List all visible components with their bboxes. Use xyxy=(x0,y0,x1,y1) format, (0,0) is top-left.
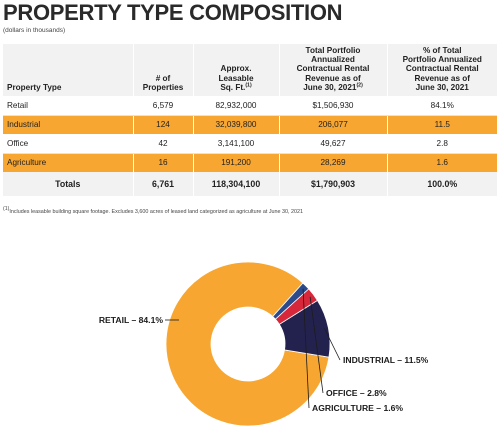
cell-pct: 2.8 xyxy=(387,134,497,154)
header-revenue-footnote-mark: (2) xyxy=(356,82,363,89)
donut-slices xyxy=(165,261,331,427)
table-row: Office 42 3,141,100 49,627 2.8 xyxy=(3,134,497,154)
slice-agriculture xyxy=(272,282,310,320)
cell-pct: 1.6 xyxy=(436,158,448,168)
header-sqft-footnote-mark: (1) xyxy=(245,82,252,89)
footnote-mark: (1) xyxy=(3,206,10,213)
cell-property-type: Retail xyxy=(3,96,134,116)
label-agriculture-leader xyxy=(302,288,310,409)
totals-sqft: 118,304,100 xyxy=(193,172,280,196)
header-num-properties: # of Properties xyxy=(133,44,194,96)
page-title: PROPERTY TYPE COMPOSITION xyxy=(3,0,343,25)
label-agriculture: AGRICULTURE – 1.6% xyxy=(312,403,403,413)
cell-revenue: 28,269 xyxy=(279,153,388,172)
label-industrial-leader xyxy=(324,328,341,361)
footnote-text: Includes leasable building square footag… xyxy=(9,209,304,215)
label-retail: RETAIL – 84.1% xyxy=(99,315,164,325)
cell-sqft: 82,932,000 xyxy=(193,96,280,116)
header-annualized-revenue: Total Portfolio Annualized Contractual Ren… xyxy=(279,44,388,96)
cell-property-type: Industrial xyxy=(3,115,134,134)
cell-revenue: $1,506,930 xyxy=(279,96,388,116)
cell-revenue: 49,627 xyxy=(279,134,388,154)
header-property-type: Property Type xyxy=(3,44,134,96)
cell-properties: 124 xyxy=(133,115,194,134)
cell-property-type: Agriculture xyxy=(3,153,134,172)
composition-table: Property Type # of Properties Approx. Leas… xyxy=(3,44,497,196)
label-office: OFFICE – 2.8% xyxy=(326,388,387,398)
table-row: Retail 6,579 82,932,000 $1,506,930 84.1% xyxy=(3,96,497,116)
label-industrial: INDUSTRIAL – 11.5% xyxy=(343,355,429,365)
cell-revenue: 206,077 xyxy=(279,115,388,134)
cell-properties: 16 xyxy=(133,153,194,172)
cell-property-type: Office xyxy=(3,134,134,154)
totals-label: Totals xyxy=(3,172,134,196)
cell-pct: 11.5 xyxy=(434,120,450,130)
footnote: (1)Includes leasable building square foo… xyxy=(3,206,304,215)
cell-sqft: 191,200 xyxy=(193,153,280,172)
table-row: Industrial 124 32,039,800 206,077 11.5 xyxy=(3,115,497,134)
slice-retail xyxy=(165,261,330,427)
cell-sqft: 32,039,800 xyxy=(193,115,280,134)
totals-properties: 6,761 xyxy=(133,172,194,196)
table-header-row: Property Type # of Properties Approx. Leas… xyxy=(3,44,497,96)
table-row: Agriculture 16 191,200 28,269 1.6 xyxy=(3,153,497,172)
cell-properties: 6,579 xyxy=(133,96,194,116)
cell-sqft: 3,141,100 xyxy=(193,134,280,154)
label-office-leader xyxy=(309,296,324,394)
page-subtitle: (dollars in thousands) xyxy=(3,27,66,34)
header-leasable-sqft: Approx. Leasable Sq. Ft.(1) xyxy=(193,44,280,96)
cell-pct: 84.1% xyxy=(387,96,497,116)
donut-labels: RETAIL – 84.1% INDUSTRIAL – 11.5% OFFICE –… xyxy=(99,288,429,413)
totals-revenue: $1,790,903 xyxy=(279,172,388,196)
cell-properties: 42 xyxy=(133,134,194,154)
totals-pct: 100.0% xyxy=(427,179,458,189)
totals-row: Totals 6,761 118,304,100 $1,790,903 100.… xyxy=(3,172,497,196)
header-pct-revenue: % of Total Portfolio Annualized Contractua… xyxy=(402,46,482,92)
